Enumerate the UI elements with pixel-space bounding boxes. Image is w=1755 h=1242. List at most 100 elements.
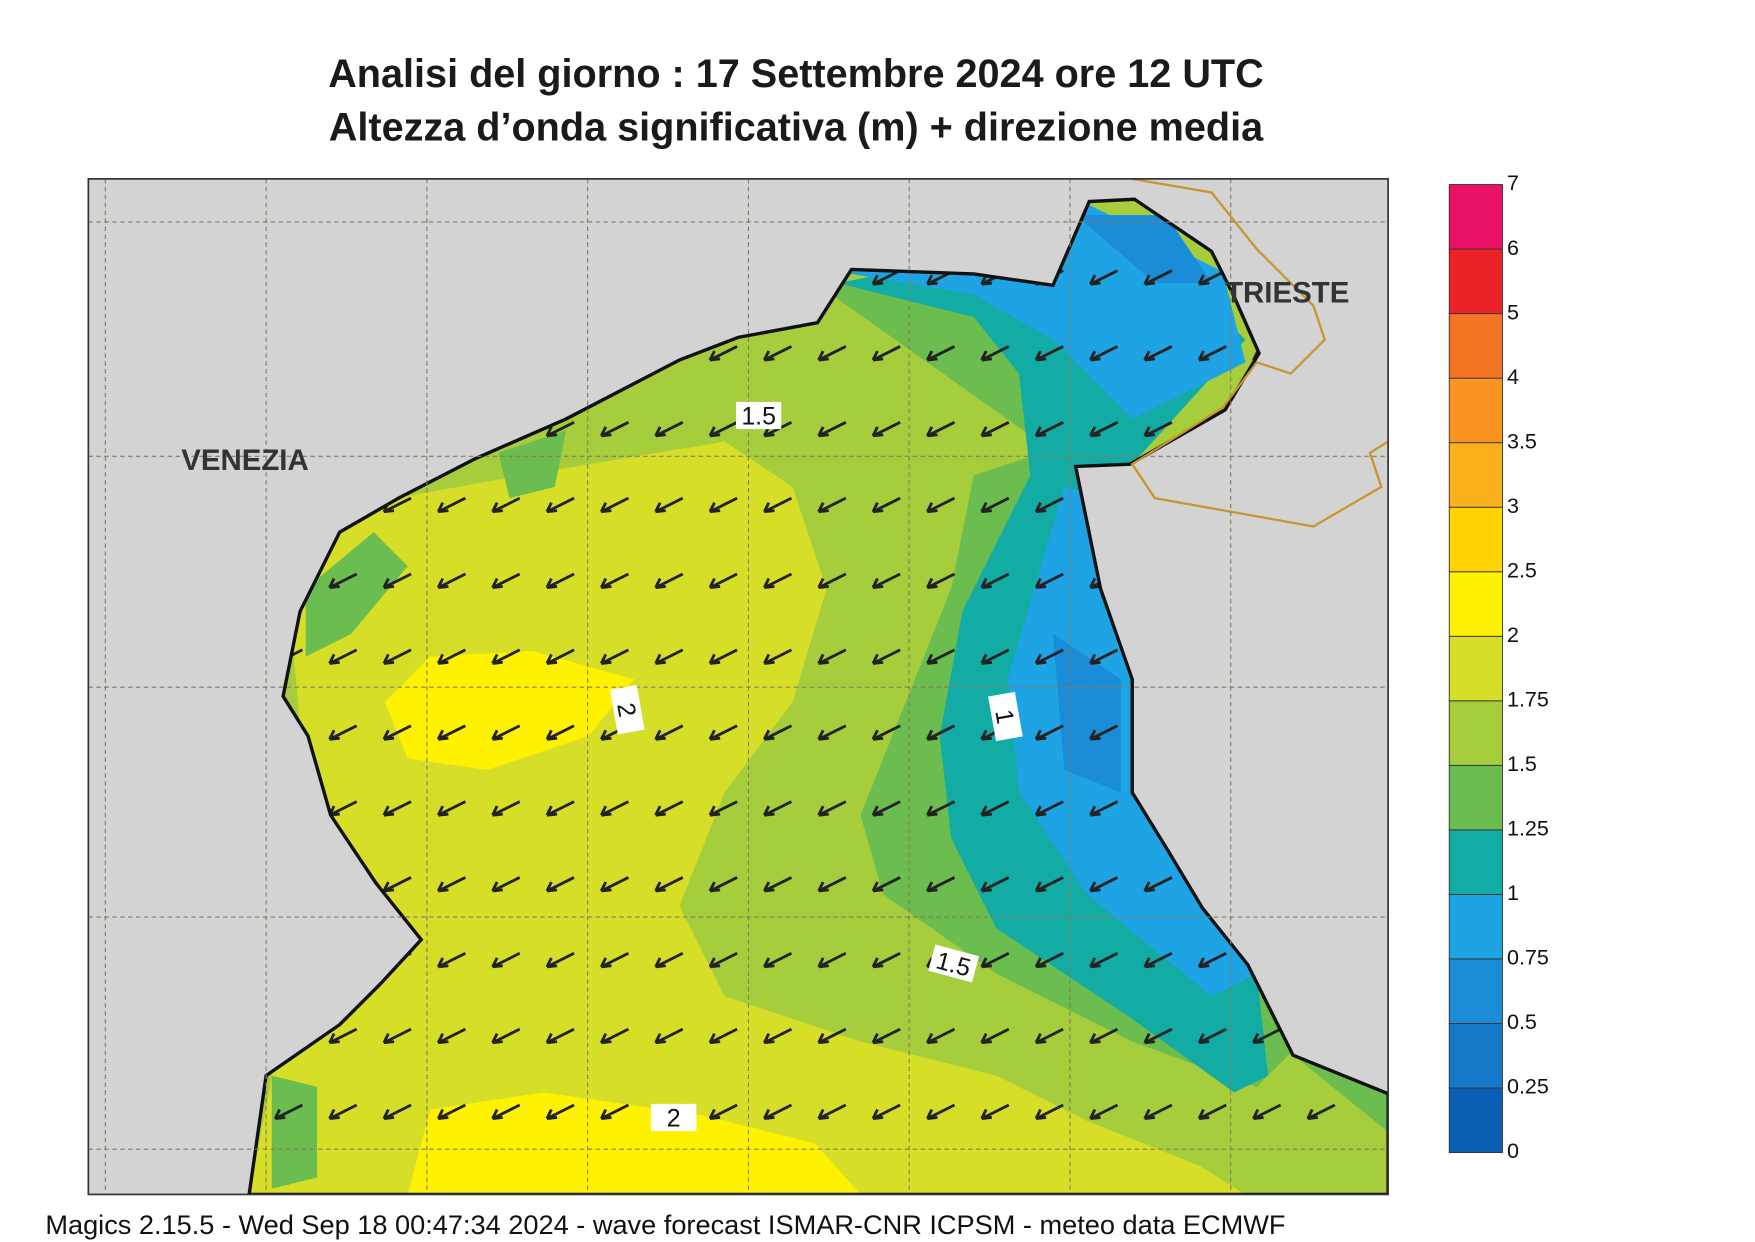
colorbar-segment — [1448, 184, 1503, 250]
wave-arrow — [382, 724, 412, 741]
wave-arrow — [980, 648, 1010, 665]
wave-arrow — [1143, 1027, 1173, 1045]
wave-arrow — [545, 800, 575, 817]
colorbar-segment — [1448, 1023, 1503, 1089]
wave-arrow — [871, 800, 901, 817]
wave-arrow — [926, 345, 956, 362]
wave-arrow — [763, 572, 793, 590]
wave-arrow — [1306, 1103, 1336, 1120]
colorbar-segment — [1448, 893, 1503, 960]
wave-arrow — [545, 952, 575, 969]
wave-arrow — [1089, 724, 1119, 741]
wave-arrow — [871, 952, 901, 969]
wave-arrow — [763, 1027, 793, 1045]
wave-arrow — [980, 496, 1010, 514]
wave-arrow — [1034, 1027, 1064, 1045]
wave-arrow — [599, 421, 630, 438]
subtitle: Altezza d’onda significativa (m) + direz… — [329, 105, 1264, 149]
wave-arrow — [1197, 952, 1227, 969]
wave-arrow — [708, 952, 738, 969]
contour-label-box — [988, 691, 1023, 742]
contour-label: 1.5 — [735, 401, 782, 431]
wave-arrow — [1089, 345, 1119, 362]
wave-arrow — [1089, 421, 1119, 438]
wave-arrow — [926, 800, 956, 817]
wave-arrow — [1034, 1103, 1064, 1120]
wave-arrow — [328, 648, 358, 665]
wave-arrow — [817, 496, 847, 514]
wave-arrow — [708, 876, 738, 893]
wave-arrow — [1143, 345, 1173, 362]
wave-arrow — [654, 421, 684, 438]
wave-arrow — [763, 952, 793, 969]
colorbar-segment — [1448, 635, 1503, 702]
zone-1-75 — [249, 441, 1246, 1195]
wave-arrow — [1089, 648, 1119, 665]
wave-arrow — [817, 421, 847, 438]
wave-arrow — [871, 724, 901, 741]
graticule — [88, 178, 1389, 1195]
wave-arrow — [654, 496, 684, 514]
zone-2 — [385, 651, 635, 770]
wave-arrow — [1034, 572, 1064, 590]
wave-arrow — [1143, 876, 1173, 893]
wave-arrow — [436, 952, 467, 969]
wave-arrow — [980, 345, 1010, 362]
wave-arrow — [1034, 724, 1064, 741]
colorbar-label: 1.25 — [1507, 817, 1549, 841]
wave-arrow — [1034, 421, 1064, 438]
wave-arrow — [1034, 800, 1064, 817]
wave-arrow — [491, 800, 521, 817]
wave-arrow — [545, 1027, 575, 1045]
wave-arrow — [1034, 345, 1064, 362]
wave-arrow — [1252, 1027, 1282, 1045]
colorbar-segment — [1448, 700, 1503, 766]
wave-arrow — [871, 496, 901, 514]
border — [1130, 178, 1389, 528]
colorbar-segment — [1448, 958, 1503, 1024]
wave-arrow — [545, 876, 575, 893]
colorbar-label: 3.5 — [1507, 429, 1537, 453]
wave-arrow — [654, 572, 684, 590]
wave-arrow — [708, 1027, 738, 1045]
wave-arrow — [436, 724, 467, 741]
wave-arrow — [545, 724, 575, 741]
wave-arrow — [491, 1103, 521, 1120]
wave-arrow — [654, 952, 684, 969]
wave-arrow — [436, 876, 467, 893]
wave-arrow — [817, 572, 847, 590]
wave-arrow — [871, 421, 901, 438]
colorbar-label: 3 — [1507, 494, 1519, 518]
wave-arrow — [436, 648, 467, 665]
zone-1-25 — [271, 430, 567, 1189]
wave-arrow — [926, 648, 956, 665]
wave-arrow — [708, 1103, 738, 1120]
wave-arrow — [545, 648, 575, 665]
wave-arrow — [817, 724, 847, 741]
wave-arrow — [980, 1103, 1010, 1120]
wave-arrow — [926, 496, 956, 514]
contour-label: 2 — [609, 685, 645, 735]
wave-arrow — [1197, 345, 1227, 362]
wave-arrow — [599, 952, 630, 969]
wave-arrow — [1252, 1103, 1282, 1120]
wave-arrow — [980, 800, 1010, 817]
wave-arrow — [382, 800, 412, 817]
wave-arrow — [382, 648, 412, 665]
wave-arrow — [1034, 876, 1064, 893]
wave-arrow — [599, 496, 630, 514]
wave-arrow — [926, 876, 956, 893]
wave-arrow — [871, 648, 901, 665]
footer: Magics 2.15.5 - Wed Sep 18 00:47:34 2024… — [45, 1209, 1285, 1240]
wave-arrow — [980, 421, 1010, 438]
wave-arrow — [817, 648, 847, 665]
wave-arrow — [871, 269, 901, 286]
wave-arrow — [491, 876, 521, 893]
wave-arrow — [328, 724, 358, 741]
wave-arrow — [708, 724, 738, 741]
wave-arrow — [763, 876, 793, 893]
colorbar-segment — [1448, 764, 1503, 831]
wave-arrow — [980, 572, 1010, 590]
